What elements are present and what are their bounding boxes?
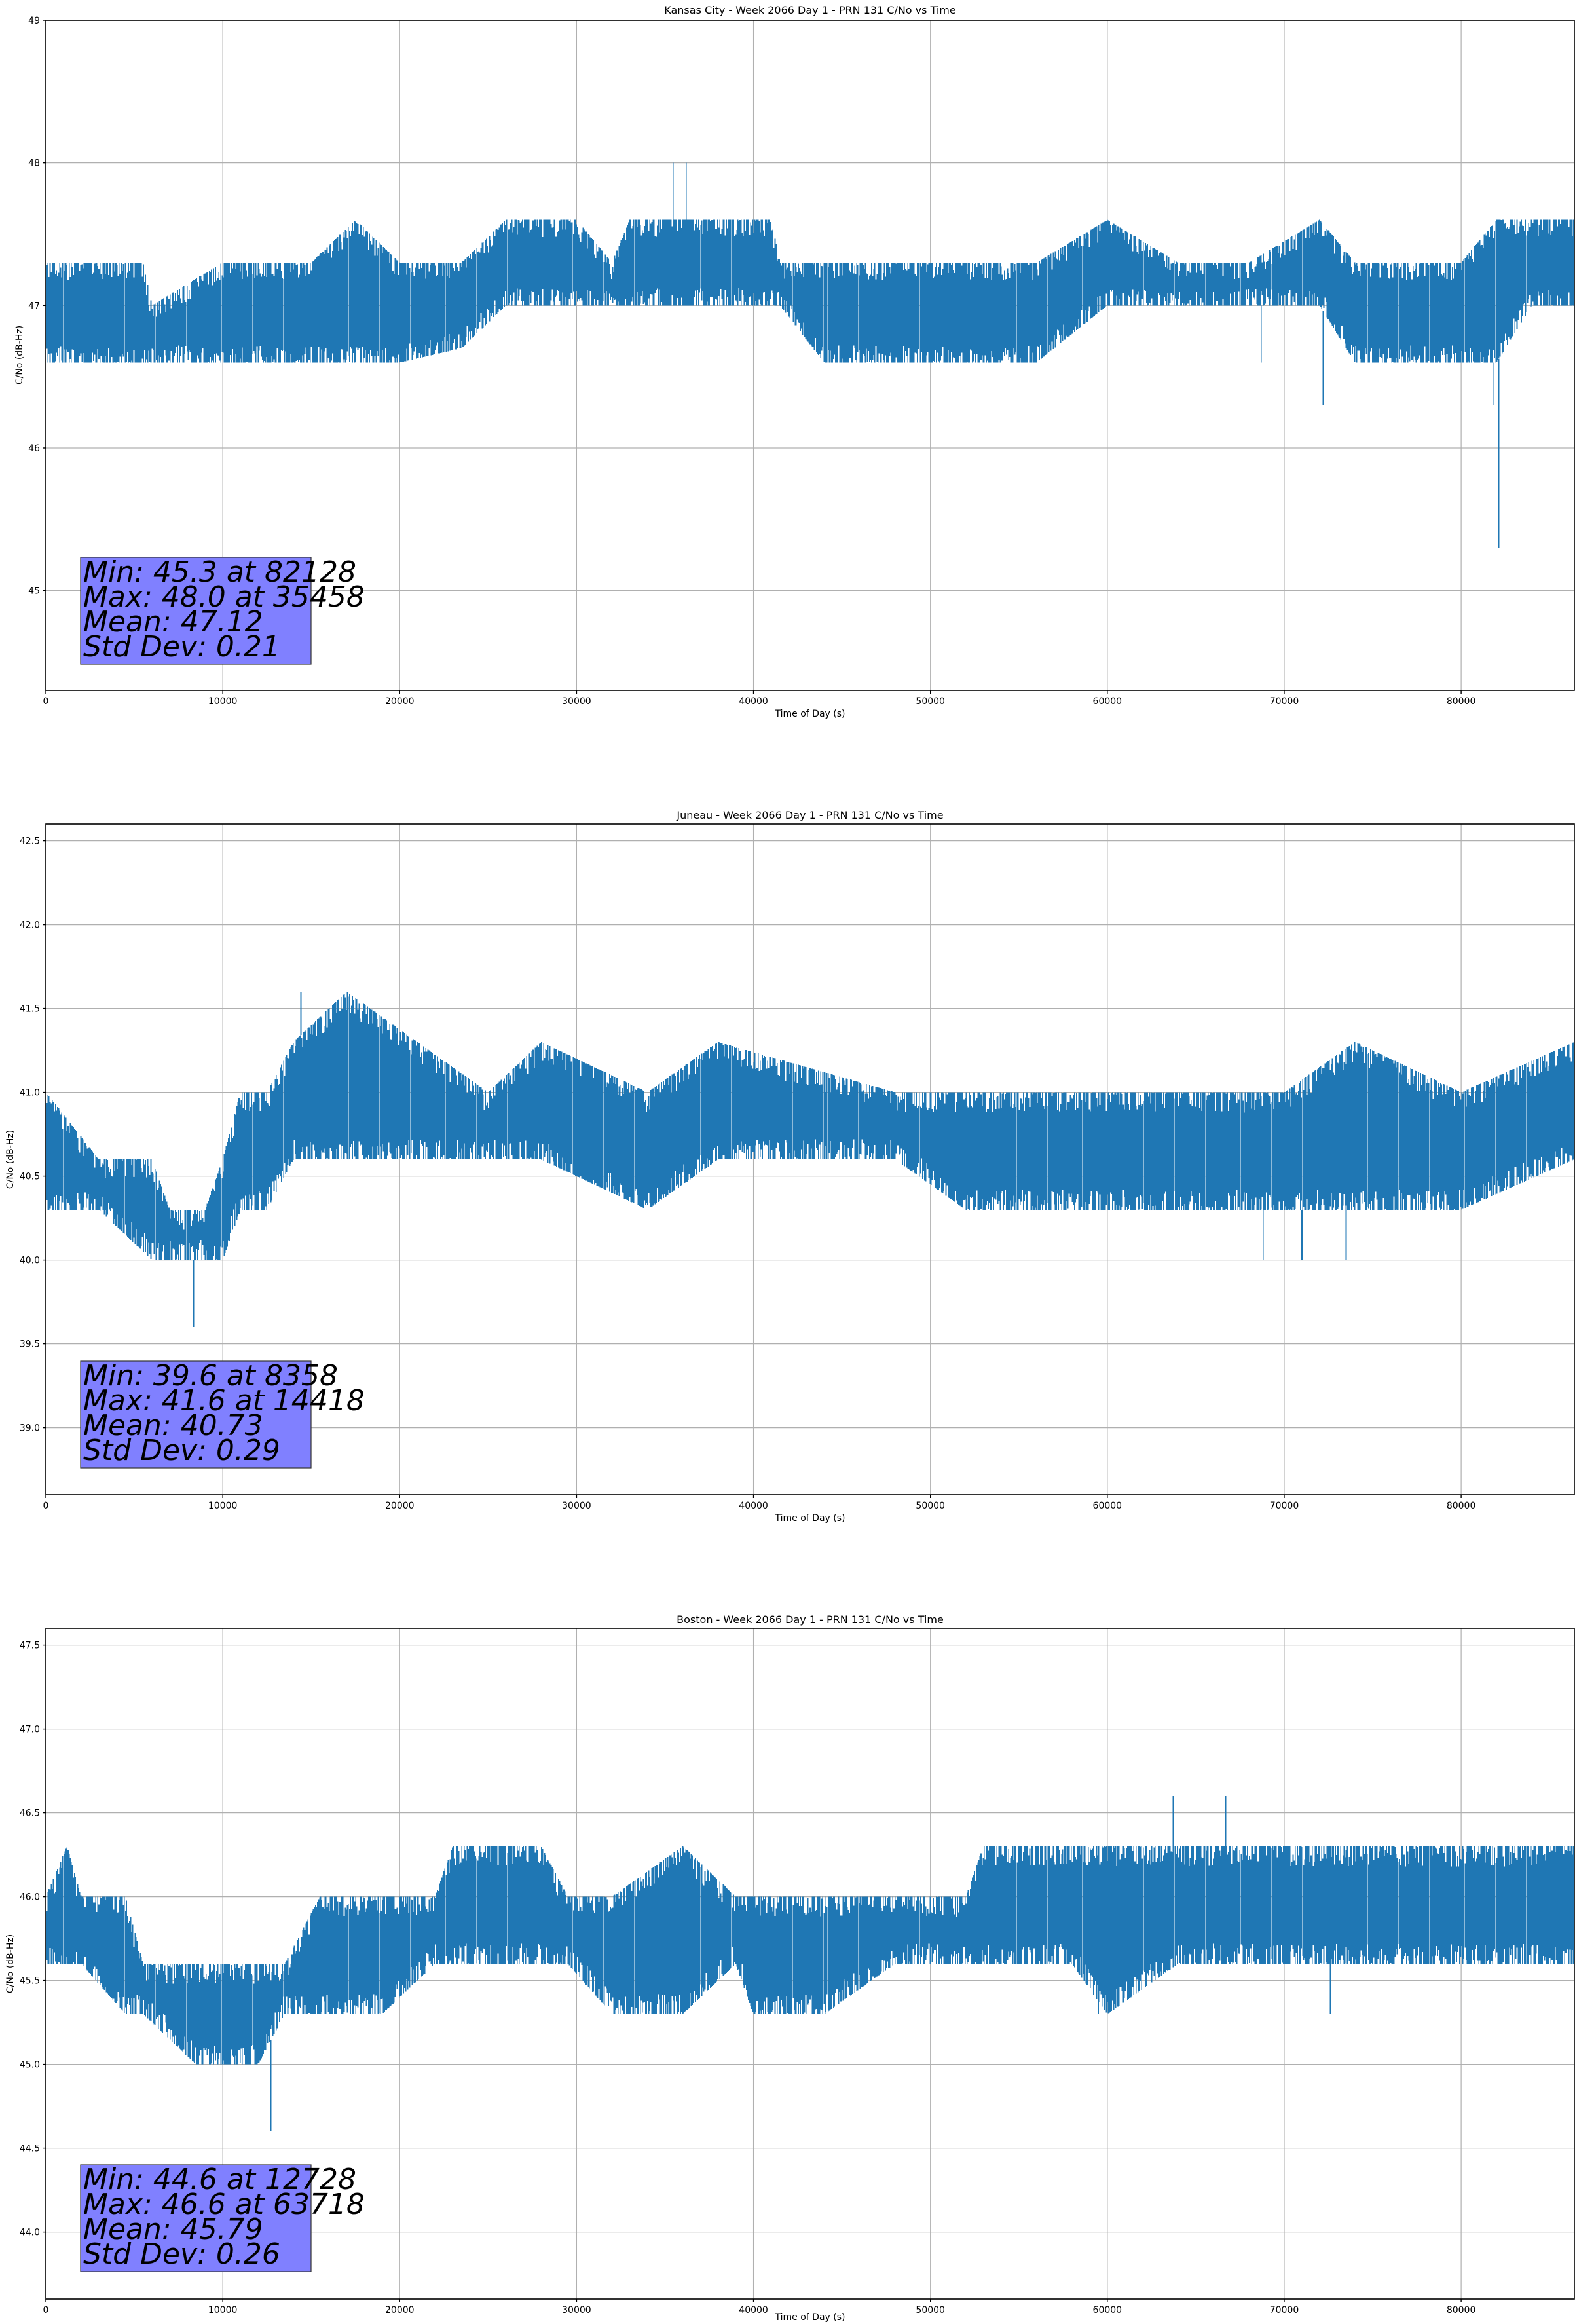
y-tick-label: 44.5 [20, 2144, 40, 2154]
x-tick-label: 60000 [1093, 2305, 1122, 2315]
y-tick-label: 46.5 [20, 1809, 40, 1819]
cno-series-line [46, 1796, 1574, 2131]
cno-series-line [46, 992, 1574, 1327]
cno-series-line [46, 162, 1574, 548]
stats-box-background [80, 2164, 312, 2272]
plot-frame [45, 823, 1575, 1495]
x-tick-label: 40000 [739, 1501, 768, 1511]
x-tick-label: 60000 [1093, 696, 1122, 707]
x-tick-label: 30000 [562, 2305, 591, 2315]
x-axis-label: Time of Day (s) [775, 1513, 845, 1524]
y-axis-label: C/No (dB-Hz) [5, 1934, 16, 1993]
x-tick-label: 20000 [385, 1501, 415, 1511]
x-axis-label: Time of Day (s) [775, 709, 845, 719]
y-tick-label: 41.0 [20, 1088, 40, 1098]
axis-ticks: 0 10000 20000 30000 40000 50000 60000 70000 8000… [28, 16, 1475, 707]
kansas-city-chart: Kansas City - Week 2066 Day 1 - PRN 131 … [14, 4, 1575, 719]
stats-mean: Mean: 47.12 [83, 605, 263, 639]
x-tick-label: 10000 [208, 696, 238, 707]
stats-box: Min: 45.3 at 82128 Max: 48.0 at 35458 Me… [80, 555, 365, 665]
stats-box-background [80, 1360, 312, 1469]
y-tick-label: 39.0 [20, 1423, 40, 1434]
stats-std-dev: Std Dev: 0.26 [83, 2238, 280, 2271]
chart-title: Juneau - Week 2066 Day 1 - PRN 131 C/No … [676, 809, 943, 821]
y-axis-label: C/No (dB-Hz) [5, 1130, 16, 1189]
y-tick-label: 48 [28, 159, 40, 169]
y-tick-label: 45 [28, 586, 40, 597]
x-tick-label: 10000 [208, 1501, 238, 1511]
x-tick-label: 0 [43, 2305, 49, 2315]
stats-box-background [80, 557, 312, 665]
boston-chart: Boston - Week 2066 Day 1 - PRN 131 C/No … [5, 1613, 1575, 2323]
y-tick-label: 41.5 [20, 1004, 40, 1015]
y-tick-label: 46 [28, 443, 40, 454]
stats-mean: Mean: 40.73 [83, 1409, 263, 1442]
x-tick-label: 20000 [385, 2305, 415, 2315]
stats-std-dev: Std Dev: 0.21 [83, 630, 280, 664]
stats-max: Max: 46.6 at 63718 [83, 2188, 365, 2221]
y-tick-label: 46.0 [20, 1892, 40, 1903]
x-tick-label: 50000 [916, 1501, 945, 1511]
y-tick-label: 45.5 [20, 1976, 40, 1987]
stats-max: Max: 41.6 at 14418 [83, 1384, 365, 1417]
axis-ticks: 0 10000 20000 30000 40000 50000 60000 70000 8000… [20, 1641, 1476, 2315]
y-axis-label: C/No (dB-Hz) [14, 326, 25, 384]
x-tick-label: 80000 [1447, 2305, 1476, 2315]
stats-box: Min: 44.6 at 12728 Max: 46.6 at 63718 Me… [80, 2163, 365, 2272]
x-tick-label: 20000 [385, 696, 415, 707]
data-series [46, 162, 1574, 548]
y-tick-label: 39.5 [20, 1340, 40, 1350]
x-axis-label: Time of Day (s) [775, 2312, 845, 2323]
stats-max: Max: 48.0 at 35458 [83, 580, 365, 614]
juneau-chart: Juneau - Week 2066 Day 1 - PRN 131 C/No … [5, 809, 1575, 1524]
x-tick-label: 60000 [1093, 1501, 1122, 1511]
x-tick-label: 50000 [916, 2305, 945, 2315]
stats-min: Min: 44.6 at 12728 [83, 2163, 356, 2196]
y-tick-label: 47 [28, 301, 40, 311]
y-tick-label: 42.5 [20, 836, 40, 847]
y-tick-label: 44.0 [20, 2228, 40, 2238]
x-tick-label: 80000 [1447, 1501, 1476, 1511]
y-tick-label: 40.0 [20, 1256, 40, 1266]
plot-frame [45, 1628, 1575, 2300]
x-tick-label: 30000 [562, 1501, 591, 1511]
x-tick-label: 0 [43, 1501, 49, 1511]
x-tick-label: 40000 [739, 696, 768, 707]
plot-frame [45, 20, 1575, 691]
x-tick-label: 70000 [1270, 2305, 1299, 2315]
stats-mean: Mean: 45.79 [83, 2213, 263, 2246]
chart-title: Boston - Week 2066 Day 1 - PRN 131 C/No … [677, 1613, 944, 1626]
y-tick-label: 40.5 [20, 1172, 40, 1182]
chart-title: Kansas City - Week 2066 Day 1 - PRN 131 … [664, 4, 955, 16]
stats-min: Min: 45.3 at 82128 [83, 555, 356, 589]
x-tick-label: 50000 [916, 696, 945, 707]
data-series [46, 1796, 1574, 2131]
x-tick-label: 30000 [562, 696, 591, 707]
y-tick-label: 49 [28, 16, 40, 26]
x-tick-label: 70000 [1270, 1501, 1299, 1511]
x-tick-label: 70000 [1270, 696, 1299, 707]
x-tick-label: 10000 [208, 2305, 238, 2315]
y-tick-label: 47.0 [20, 1725, 40, 1735]
y-tick-label: 47.5 [20, 1641, 40, 1651]
x-tick-label: 80000 [1447, 696, 1476, 707]
stats-box: Min: 39.6 at 8358 Max: 41.6 at 14418 Mea… [80, 1359, 365, 1469]
stats-min: Min: 39.6 at 8358 [83, 1359, 338, 1393]
axis-ticks: 0 10000 20000 30000 40000 50000 60000 70000 8000… [20, 836, 1476, 1511]
x-tick-label: 0 [43, 696, 49, 707]
y-tick-label: 42.0 [20, 920, 40, 931]
stats-std-dev: Std Dev: 0.29 [83, 1434, 280, 1467]
y-tick-label: 45.0 [20, 2060, 40, 2071]
data-series [46, 992, 1574, 1327]
x-tick-label: 40000 [739, 2305, 768, 2315]
